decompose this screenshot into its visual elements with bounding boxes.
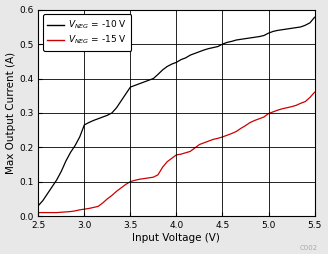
Text: C002: C002	[300, 245, 318, 251]
Legend: $V_{NEG}$ = -10 V, $V_{NEG}$ = -15 V: $V_{NEG}$ = -10 V, $V_{NEG}$ = -15 V	[43, 14, 132, 51]
X-axis label: Input Voltage (V): Input Voltage (V)	[133, 233, 220, 243]
Y-axis label: Max Output Current (A): Max Output Current (A)	[6, 52, 16, 174]
